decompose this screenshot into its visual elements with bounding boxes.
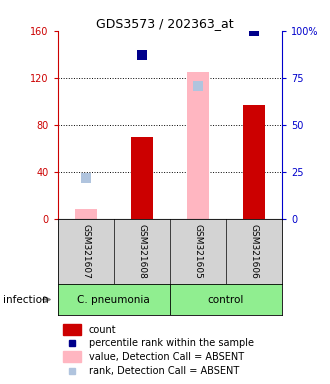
Bar [75,210,97,219]
Text: infection: infection [3,295,49,305]
Text: C. pneumonia: C. pneumonia [78,295,150,305]
Text: percentile rank within the sample: percentile rank within the sample [89,338,254,348]
Point [195,83,201,89]
Bar [131,137,153,219]
Text: count: count [89,325,116,335]
Bar [63,324,81,335]
Bar [63,351,81,362]
Point [139,52,145,58]
Bar [187,72,209,219]
Text: GDS3573 / 202363_at: GDS3573 / 202363_at [96,17,234,30]
Point [83,175,88,181]
Text: rank, Detection Call = ABSENT: rank, Detection Call = ABSENT [89,366,239,376]
Point [251,28,257,34]
Bar [243,105,265,219]
Text: GSM321605: GSM321605 [193,224,203,279]
Text: GSM321606: GSM321606 [249,224,259,279]
Text: control: control [208,295,244,305]
Text: GSM321607: GSM321607 [81,224,90,279]
Text: value, Detection Call = ABSENT: value, Detection Call = ABSENT [89,352,244,362]
Text: GSM321608: GSM321608 [137,224,147,279]
